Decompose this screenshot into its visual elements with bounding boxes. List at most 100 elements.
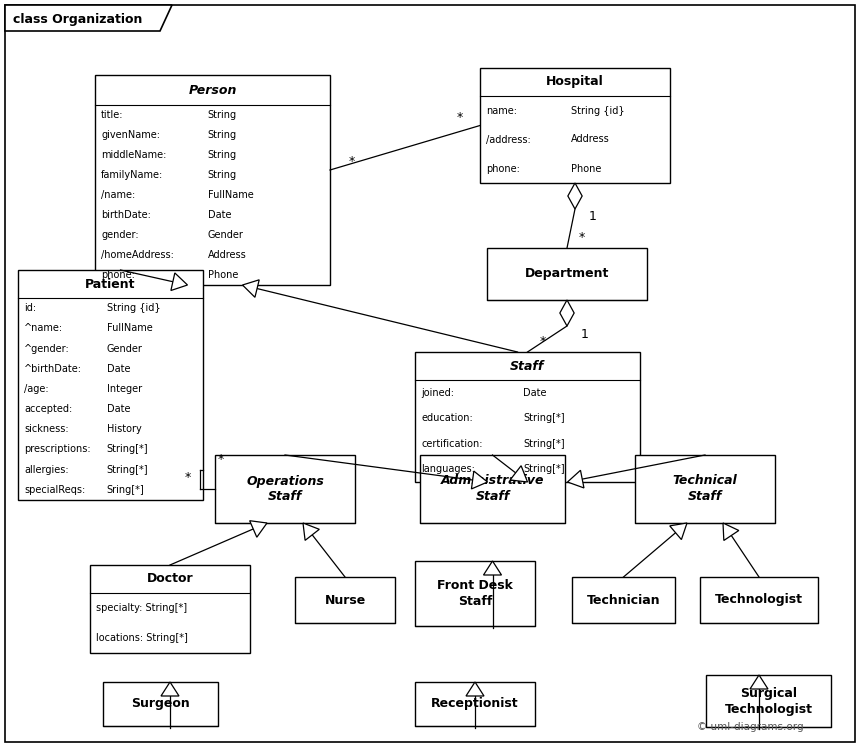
Text: Date: Date — [208, 210, 231, 220]
Text: Technologist: Technologist — [715, 594, 803, 607]
Text: Date: Date — [107, 404, 131, 414]
Text: Integer: Integer — [107, 384, 142, 394]
Text: Gender: Gender — [208, 230, 243, 240]
Bar — [295, 577, 395, 623]
Text: Person: Person — [188, 84, 237, 96]
Text: Gender: Gender — [107, 344, 143, 353]
Polygon shape — [161, 682, 179, 696]
Text: birthDate:: birthDate: — [101, 210, 150, 220]
Text: Sring[*]: Sring[*] — [107, 485, 144, 495]
Text: String[*]: String[*] — [107, 465, 149, 474]
Text: Phone: Phone — [208, 270, 238, 280]
Text: *: * — [185, 471, 191, 483]
Text: Technician: Technician — [587, 594, 660, 607]
Text: 1: 1 — [581, 327, 589, 341]
Polygon shape — [560, 300, 574, 326]
Text: String {id}: String {id} — [107, 303, 161, 313]
Polygon shape — [750, 675, 768, 689]
Text: Phone: Phone — [571, 164, 602, 173]
Polygon shape — [471, 471, 488, 489]
Bar — [420, 455, 565, 523]
Text: String {id}: String {id} — [571, 105, 625, 116]
Text: ^name:: ^name: — [24, 323, 63, 333]
Bar — [487, 248, 647, 300]
Text: String: String — [208, 110, 237, 120]
Polygon shape — [249, 521, 267, 537]
Text: sickness:: sickness: — [24, 424, 69, 434]
Bar — [700, 577, 818, 623]
Polygon shape — [483, 561, 501, 575]
Text: *: * — [579, 232, 585, 244]
Text: locations: String[*]: locations: String[*] — [96, 633, 187, 643]
Text: id:: id: — [24, 303, 36, 313]
Text: Administrative
Staff: Administrative Staff — [440, 474, 544, 503]
Text: Nurse: Nurse — [324, 594, 366, 607]
Text: *: * — [218, 453, 224, 466]
Bar — [103, 682, 218, 726]
Bar — [415, 352, 640, 482]
Text: ^birthDate:: ^birthDate: — [24, 364, 82, 374]
Text: String[*]: String[*] — [523, 438, 565, 449]
Polygon shape — [670, 523, 687, 539]
Text: accepted:: accepted: — [24, 404, 72, 414]
Text: prescriptions:: prescriptions: — [24, 444, 90, 454]
Polygon shape — [568, 471, 584, 488]
Text: Surgeon: Surgeon — [131, 698, 190, 710]
Text: Date: Date — [107, 364, 131, 374]
Polygon shape — [568, 183, 582, 209]
Text: Operations
Staff: Operations Staff — [246, 474, 324, 503]
Text: History: History — [107, 424, 142, 434]
Text: Staff: Staff — [510, 359, 544, 373]
Text: joined:: joined: — [421, 388, 454, 397]
Text: ^gender:: ^gender: — [24, 344, 70, 353]
Bar — [95, 75, 330, 285]
Text: FullName: FullName — [107, 323, 152, 333]
Text: Doctor: Doctor — [147, 572, 194, 586]
Text: *: * — [457, 111, 464, 124]
Text: familyName:: familyName: — [101, 170, 163, 180]
Bar — [415, 682, 535, 726]
Bar — [706, 675, 831, 727]
Text: title:: title: — [101, 110, 124, 120]
Polygon shape — [510, 465, 527, 482]
Polygon shape — [171, 273, 187, 291]
Text: allergies:: allergies: — [24, 465, 69, 474]
Text: Surgical
Technologist: Surgical Technologist — [724, 686, 813, 716]
Text: phone:: phone: — [486, 164, 520, 173]
Text: name:: name: — [486, 105, 517, 116]
Polygon shape — [5, 5, 172, 31]
Text: String: String — [208, 170, 237, 180]
Bar — [215, 455, 355, 523]
Text: String: String — [208, 150, 237, 160]
Bar — [572, 577, 675, 623]
Text: gender:: gender: — [101, 230, 138, 240]
Text: *: * — [349, 155, 355, 169]
Text: String[*]: String[*] — [523, 413, 565, 424]
Text: 1: 1 — [589, 211, 597, 223]
Text: /age:: /age: — [24, 384, 49, 394]
Text: FullName: FullName — [208, 190, 254, 200]
Text: middleName:: middleName: — [101, 150, 166, 160]
Text: languages:: languages: — [421, 464, 475, 474]
Text: Department: Department — [525, 267, 609, 281]
Bar — [480, 68, 670, 183]
Text: specialReqs:: specialReqs: — [24, 485, 85, 495]
Polygon shape — [723, 523, 739, 541]
Text: Technical
Staff: Technical Staff — [673, 474, 737, 503]
Text: /address:: /address: — [486, 134, 531, 144]
Text: specialty: String[*]: specialty: String[*] — [96, 603, 187, 613]
Bar — [415, 561, 535, 626]
Text: /homeAddress:: /homeAddress: — [101, 250, 174, 260]
Text: String: String — [208, 130, 237, 140]
Text: Date: Date — [523, 388, 546, 397]
Text: class Organization: class Organization — [13, 13, 143, 25]
Text: Patient: Patient — [85, 277, 136, 291]
Bar — [90, 565, 250, 653]
Text: *: * — [539, 335, 545, 349]
Text: Address: Address — [571, 134, 610, 144]
Text: education:: education: — [421, 413, 473, 424]
Text: Address: Address — [208, 250, 247, 260]
Text: Receptionist: Receptionist — [431, 698, 519, 710]
Polygon shape — [466, 682, 484, 696]
Text: phone:: phone: — [101, 270, 135, 280]
